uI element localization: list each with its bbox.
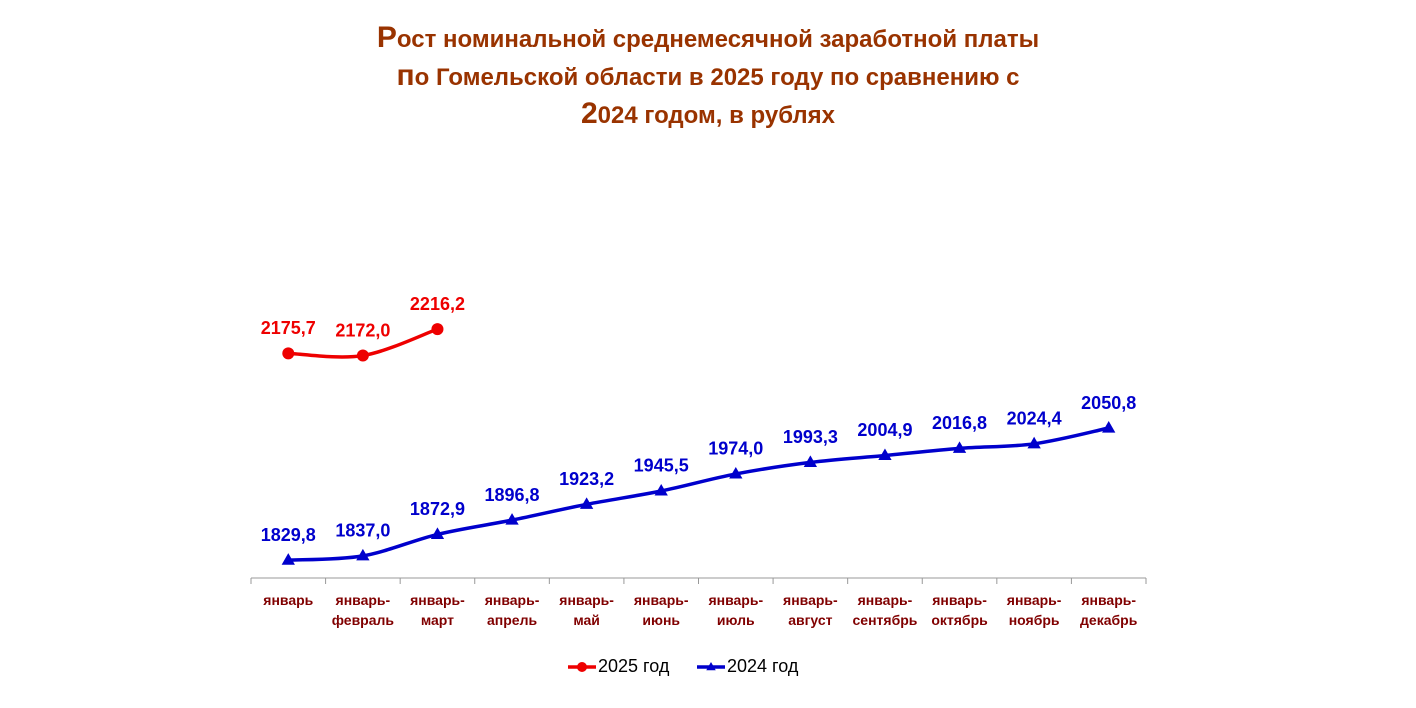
marker	[803, 455, 818, 467]
legend-label: 2024 год	[727, 656, 799, 676]
x-tick-label: январь-август	[783, 592, 838, 628]
data-label: 2216,2	[410, 294, 465, 314]
x-tick-label: январь-май	[559, 592, 614, 628]
x-tick-label: январь-февраль	[331, 592, 395, 628]
marker	[706, 662, 716, 671]
data-label: 2004,9	[857, 420, 912, 440]
marker	[878, 448, 892, 461]
x-tick-label: январь-июнь	[633, 592, 689, 628]
data-label: 1993,3	[783, 427, 838, 447]
data-label: 1872,9	[410, 499, 465, 519]
x-tick-label: январь-октябрь	[931, 592, 988, 628]
data-label: 1829,8	[261, 525, 316, 545]
marker	[282, 347, 295, 360]
marker	[505, 513, 519, 525]
chart-title: Рост номинальной среднемесячной заработн…	[0, 20, 1416, 134]
x-tick-label: январь	[263, 592, 314, 608]
data-label: 2050,8	[1081, 393, 1136, 413]
x-tick-label: январь-июль	[708, 592, 764, 628]
marker	[952, 441, 967, 453]
marker	[430, 527, 445, 539]
data-label: 1837,0	[335, 521, 390, 541]
data-label: 1974,0	[708, 439, 763, 459]
marker	[654, 483, 668, 496]
marker	[1102, 421, 1116, 433]
title-line: Рост номинальной среднемесячной заработн…	[376, 21, 1040, 54]
data-label: 2172,0	[335, 320, 390, 340]
data-label: 2016,8	[932, 413, 987, 433]
title-line: по Гомельской области в 2025 году по сра…	[396, 59, 1020, 92]
x-tick-label: январь-декабрь	[1080, 592, 1138, 628]
x-tick-label: январь-ноябрь	[1006, 592, 1062, 628]
data-label: 2175,7	[261, 318, 316, 338]
marker	[729, 466, 743, 479]
x-tick-label: январь-март	[410, 592, 465, 628]
x-tick-label: январь-апрель	[484, 592, 540, 628]
data-label: 1945,5	[634, 456, 689, 476]
marker	[1027, 436, 1041, 449]
marker	[281, 553, 295, 565]
marker	[577, 662, 587, 672]
marker	[356, 548, 370, 561]
data-label: 1896,8	[485, 485, 540, 505]
x-tick-label: январь-сентябрь	[852, 592, 918, 628]
legend-label: 2025 год	[598, 656, 670, 676]
marker	[356, 349, 369, 362]
series-line	[288, 426, 1110, 562]
data-label: 1923,2	[559, 469, 614, 489]
marker	[431, 323, 444, 336]
data-label: 2024,4	[1007, 409, 1062, 429]
marker	[579, 497, 594, 509]
title-line: 2024 годом, в рублях	[580, 97, 836, 130]
